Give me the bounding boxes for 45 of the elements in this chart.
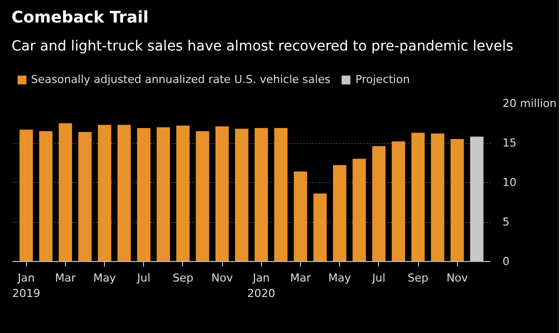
bar — [196, 131, 210, 262]
chart-title: Comeback Trail — [12, 8, 149, 26]
y-tick-label: 0 — [502, 255, 510, 268]
bar — [254, 128, 268, 262]
x-tick-label: Sep — [408, 272, 428, 284]
bar — [274, 128, 288, 262]
bar — [411, 132, 425, 262]
bar — [352, 158, 366, 262]
bar — [137, 128, 150, 262]
bar — [58, 123, 72, 262]
bar — [156, 127, 170, 262]
bar — [372, 146, 386, 262]
x-tick-label: Jul — [371, 272, 386, 284]
bar — [430, 134, 444, 262]
legend-label: Projection — [355, 73, 410, 86]
x-tick-label: Mar — [55, 272, 76, 284]
bar — [39, 131, 52, 262]
bar — [332, 165, 346, 262]
chart-subtitle: Car and light-truck sales have almost recovered to pre-pandemic levels — [12, 38, 514, 54]
x-tick-label: Mar — [290, 272, 312, 284]
x-tick-label: May — [328, 272, 352, 284]
x-tick-label: May — [93, 272, 116, 284]
bar — [176, 126, 190, 262]
bar — [294, 171, 308, 262]
bar — [118, 124, 131, 262]
bar — [98, 124, 112, 262]
bar — [20, 130, 33, 262]
bar — [78, 132, 92, 262]
bar — [215, 126, 229, 262]
y-tick-label: 5 — [502, 216, 510, 228]
x-tick-label: Nov — [211, 272, 234, 284]
x-tick-label: Jan 2019 — [12, 272, 40, 300]
bar — [450, 139, 464, 262]
y-tick-label: 20 million — [502, 97, 557, 110]
x-tick-label: Nov — [446, 272, 468, 284]
x-tick-label: Sep — [172, 272, 194, 284]
x-tick-label: Jul — [136, 272, 150, 284]
y-tick-label: 10 — [502, 176, 516, 189]
bar — [392, 141, 406, 262]
legend-label: Seasonally adjusted annualized rate U.S. vehicle sales — [31, 73, 330, 86]
y-tick-label: 15 — [502, 136, 516, 150]
x-tick-label: Jan 2020 — [247, 272, 276, 300]
bar — [470, 136, 484, 262]
bar — [235, 128, 248, 262]
bar — [313, 194, 327, 262]
